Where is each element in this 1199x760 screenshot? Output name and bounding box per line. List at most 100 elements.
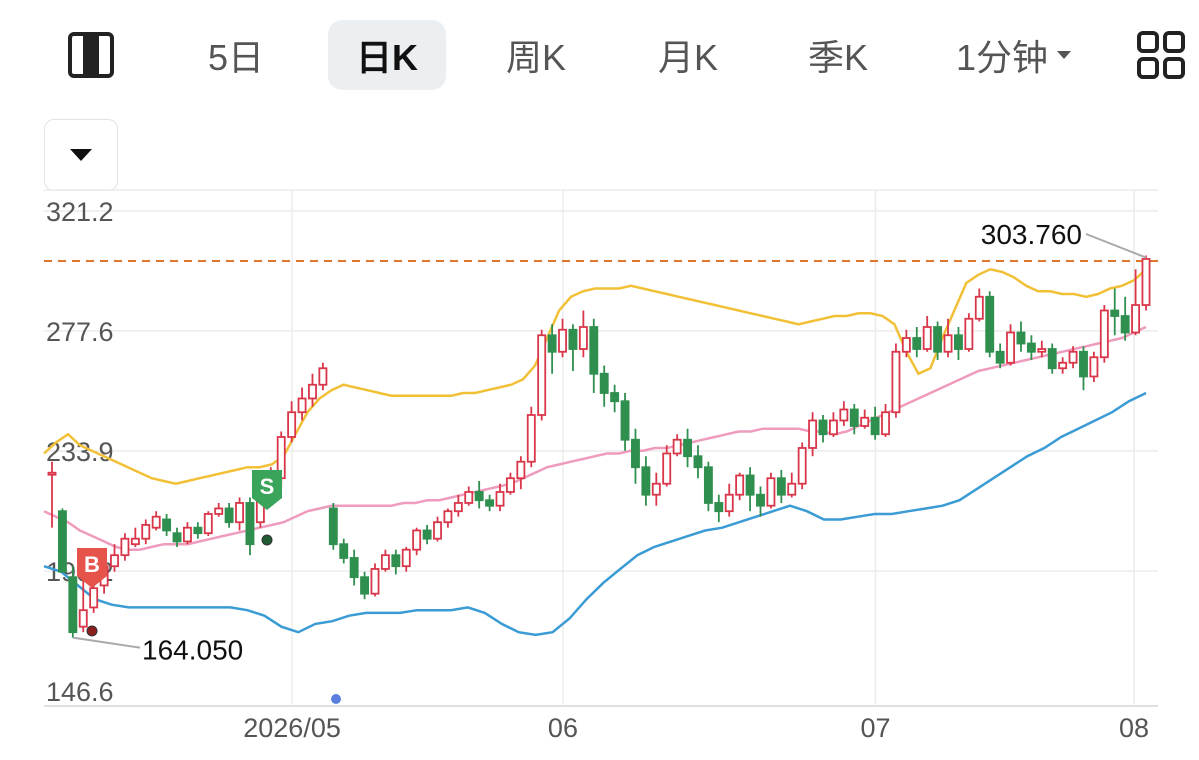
candle-body (1037, 348, 1047, 353)
low-leader-line (72, 636, 141, 649)
marker-label: S (260, 474, 275, 499)
tab-5day[interactable]: 5日 (188, 20, 284, 90)
candle-body (78, 609, 88, 628)
candle-body (922, 326, 932, 350)
candle-body (547, 334, 557, 353)
candle-body (954, 334, 963, 350)
candle-body (849, 408, 859, 427)
candle-body (151, 515, 161, 529)
high-leader-line (1085, 233, 1147, 259)
candle-body (714, 502, 724, 513)
candle-body (901, 337, 911, 353)
upper-band-line (43, 267, 1147, 485)
candle-body (162, 518, 172, 532)
marker-dot (86, 625, 98, 637)
lower-band-line (43, 391, 1147, 637)
candle-body (120, 537, 130, 557)
candle-body (1079, 350, 1088, 378)
tab-daily-k[interactable]: 日K (328, 20, 446, 90)
candle-body (964, 317, 974, 350)
candle-body (651, 482, 661, 496)
grid-layout-icon (1137, 31, 1185, 79)
candle-body (464, 491, 474, 504)
candle-body (943, 334, 953, 353)
panel-split-icon (68, 32, 114, 78)
low-price-label: 164.050 (142, 635, 243, 666)
candle-body (1006, 331, 1015, 364)
candle-body (526, 414, 536, 463)
candle-body (453, 502, 463, 513)
candle-body (766, 477, 776, 507)
candle-body (808, 419, 818, 449)
high-price-label: 303.760 (981, 219, 1082, 250)
candle-body (308, 383, 317, 400)
candle-body (985, 295, 995, 353)
candle-body (297, 397, 307, 414)
candle-body (620, 400, 630, 441)
x-axis: 2026/05 06 07 08 (243, 713, 1149, 743)
y-tick-label: 146.6 (46, 677, 114, 707)
event-dot (331, 694, 341, 704)
candle-body (47, 471, 57, 476)
candle-body (339, 543, 349, 559)
annotations: 303.760 164.050 B S (72, 219, 1147, 704)
candle-body (1141, 258, 1151, 306)
candle-body (1120, 315, 1130, 334)
candle-body (1016, 331, 1026, 345)
marker-label: B (84, 552, 100, 577)
candle-body (693, 455, 703, 469)
tab-label: 日K (356, 37, 418, 78)
candle-body (68, 576, 78, 634)
layout-grid-button[interactable] (1130, 20, 1192, 90)
candle-body (235, 502, 244, 524)
candle-body (443, 510, 453, 524)
chart-toolbar: 5日 日K 周K 月K 季K 1分钟 (0, 0, 1199, 115)
candle-body (1068, 350, 1078, 364)
candle-body (1026, 342, 1036, 353)
candle-body (370, 568, 380, 595)
tab-weekly-k[interactable]: 周K (488, 20, 584, 90)
candle-body (57, 510, 67, 573)
tab-quarterly-k[interactable]: 季K (790, 20, 886, 90)
candle-body (1047, 348, 1057, 370)
candle-body (433, 521, 442, 540)
candle-body (724, 493, 734, 513)
interval-dropdown[interactable]: 1分钟 (944, 20, 1086, 90)
candle-body (1089, 356, 1099, 378)
candle-body (891, 350, 901, 414)
candle-body (756, 493, 765, 507)
candle-body (828, 419, 838, 436)
candle-body (516, 460, 526, 480)
candle-body (912, 337, 922, 350)
candle-body (1099, 309, 1109, 359)
candle-body (485, 499, 495, 507)
candle-body (662, 452, 672, 485)
candle-body (110, 554, 119, 568)
candle-body (1058, 361, 1068, 370)
candle-body (672, 438, 682, 455)
candle-body (130, 537, 140, 546)
candle-body (245, 502, 255, 546)
tab-monthly-k[interactable]: 月K (640, 20, 736, 90)
x-tick-label: 08 (1119, 713, 1149, 743)
candle-body (703, 466, 713, 504)
x-tick-label: 07 (861, 713, 891, 743)
x-tick-label: 2026/05 (243, 713, 341, 743)
panel-toggle-button[interactable] (60, 20, 122, 90)
candle-body (287, 411, 297, 438)
candle-body (735, 474, 745, 496)
candle-body (589, 326, 599, 375)
candle-body (401, 548, 411, 568)
candle-body (1131, 304, 1141, 334)
candle-body (349, 557, 359, 579)
candle-body (839, 408, 849, 422)
candles (47, 255, 1151, 638)
candle-body (776, 477, 786, 496)
candle-body (474, 491, 484, 502)
candle-body (870, 416, 880, 436)
tab-label: 周K (505, 37, 566, 78)
indicator-dropdown[interactable] (44, 119, 118, 191)
candle-body (797, 447, 807, 485)
caret-down-icon (70, 149, 92, 161)
